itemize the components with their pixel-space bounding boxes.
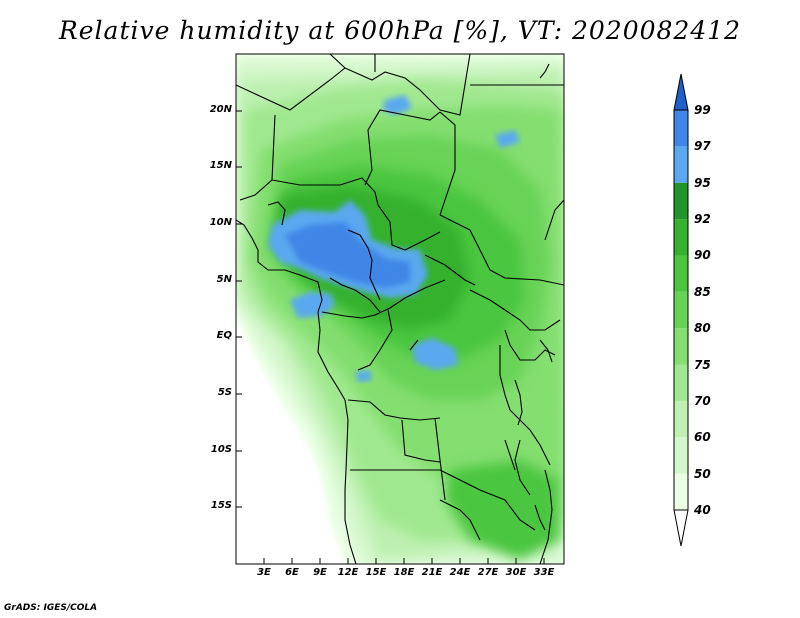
lat-label: 5N	[216, 274, 232, 285]
lat-label: 10N	[209, 217, 232, 228]
lat-label: 15N	[209, 160, 232, 171]
map-title: Relative humidity at 600hPa [%], VT: 202…	[58, 16, 742, 45]
colorbar-label: 99	[694, 103, 711, 117]
colorbar-label: 95	[694, 176, 711, 190]
colorbar-swatch	[674, 182, 688, 220]
lon-label: 9E	[313, 567, 327, 578]
colorbar-label: 97	[694, 139, 711, 153]
colorbar-swatch	[674, 364, 688, 401]
lon-label: 18E	[393, 567, 415, 578]
colorbar-label: 75	[694, 358, 711, 372]
lon-label: 30E	[505, 567, 527, 578]
lon-label: 27E	[477, 567, 499, 578]
colorbar-label: 92	[694, 212, 711, 226]
lon-label: 15E	[365, 567, 387, 578]
lon-label: 33E	[533, 567, 555, 578]
lon-label: 12E	[337, 567, 359, 578]
colorbar-swatch	[674, 291, 688, 329]
lat-label: 10S	[210, 444, 232, 455]
colorbar	[673, 73, 689, 547]
colorbar-swatch	[674, 110, 688, 147]
lat-label: EQ	[216, 330, 232, 341]
colorbar-label: 50	[694, 467, 711, 481]
map-frame	[235, 53, 565, 565]
colorbar-label: 40	[694, 503, 711, 517]
lon-label: 6E	[285, 567, 299, 578]
country-borders	[236, 54, 564, 564]
colorbar-label: 70	[694, 394, 711, 408]
lat-label: 5S	[217, 387, 232, 398]
axis-ticks	[236, 110, 545, 564]
lon-label: 21E	[421, 567, 443, 578]
colorbar-swatch	[674, 219, 688, 256]
colorbar-label: 85	[694, 285, 711, 299]
colorbar-label: 90	[694, 248, 711, 262]
colorbar-label: 80	[694, 321, 711, 335]
credit-text: GrADS: IGES/COLA	[4, 603, 98, 613]
lat-label: 20N	[209, 104, 232, 115]
colorbar-swatch	[674, 146, 688, 183]
colorbar-swatch	[674, 400, 688, 438]
colorbar-min-triangle	[673, 509, 689, 547]
lat-label: 15S	[210, 500, 232, 511]
colorbar-swatch	[674, 255, 688, 292]
humidity-field	[236, 54, 564, 564]
colorbar-swatch	[674, 473, 688, 510]
colorbar-swatch	[674, 437, 688, 474]
colorbar-swatch	[674, 328, 688, 365]
colorbar-label: 60	[694, 430, 711, 444]
lon-label: 3E	[257, 567, 271, 578]
colorbar-max-triangle	[673, 73, 689, 111]
lon-label: 24E	[449, 567, 471, 578]
